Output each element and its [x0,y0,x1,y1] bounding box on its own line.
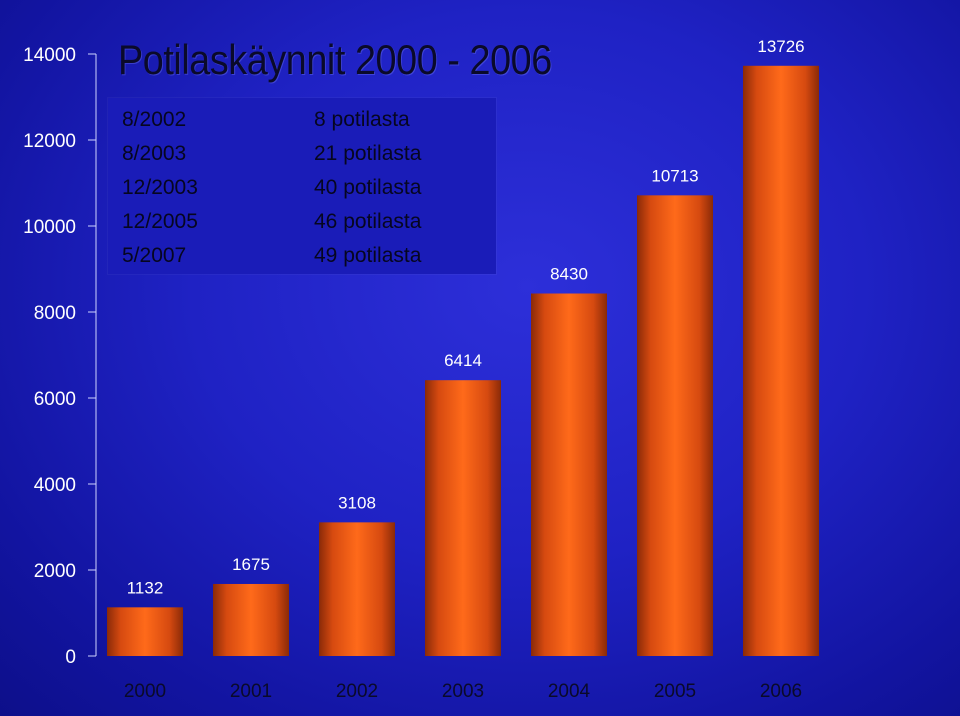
bar-2003 [425,380,501,656]
y-tick-label: 4000 [34,475,76,496]
bar-2001 [213,583,289,656]
x-tick-label: 2006 [760,681,802,702]
y-tick-label: 0 [65,647,76,668]
bars-group [107,65,819,657]
data-label: 13726 [757,37,804,56]
y-tick-label: 2000 [34,561,76,582]
y-tick-label: 10000 [23,217,76,238]
y-tick-label: 6000 [34,389,76,410]
annotation-row: 12/2005 46 potilasta [108,206,496,240]
annotation-row: 8/2003 21 potilasta [108,138,496,172]
annotation-box: 8/2002 8 potilasta 8/2003 21 potilasta 1… [108,98,496,274]
annotation-date: 8/2002 [122,108,187,131]
annotation-count: 40 potilasta [314,176,422,199]
annotation-count: 46 potilasta [314,210,422,233]
annotation-count: 21 potilasta [314,142,422,165]
data-label: 3108 [338,493,376,512]
annotation-date: 12/2003 [122,176,198,199]
y-tick-label: 12000 [23,131,76,152]
y-tick-label: 8000 [34,303,76,324]
x-tick-label: 2001 [230,681,272,702]
x-tick-label: 2002 [336,681,378,702]
bar-2004 [531,293,607,656]
annotation-date: 8/2003 [122,142,187,165]
x-tick-label: 2004 [548,681,591,702]
annotation-date: 12/2005 [122,210,198,233]
annotation-count: 49 potilasta [314,244,422,267]
chart-title: Potilaskäynnit 2000 - 2006 [118,36,552,83]
data-label: 10713 [651,166,698,185]
x-tick-label: 2003 [442,681,484,702]
data-label: 8430 [550,265,588,284]
annotation-row: 8/2002 8 potilasta [108,104,496,138]
annotation-count: 8 potilasta [314,108,410,131]
data-label: 1675 [232,555,270,574]
x-tick-label: 2000 [124,681,166,702]
data-label: 6414 [444,351,482,370]
bar-2006 [743,65,819,657]
annotation-row: 5/2007 49 potilasta [108,240,496,274]
annotation-date: 5/2007 [122,244,187,267]
data-labels-group: 1132 1675 3108 6414 8430 10713 13726 [127,37,805,598]
bar-2002 [319,522,395,656]
y-axis-ticks: 0 2000 4000 6000 8000 10000 12000 14000 [23,45,96,668]
x-axis-labels: 2000 2001 2002 2003 2004 2005 2006 [124,681,802,702]
annotation-row: 12/2003 40 potilasta [108,172,496,206]
bar-2000 [107,607,183,656]
data-label: 1132 [127,578,164,597]
bar-2005 [637,195,713,656]
x-tick-label: 2005 [654,681,696,702]
y-tick-label: 14000 [23,45,76,66]
